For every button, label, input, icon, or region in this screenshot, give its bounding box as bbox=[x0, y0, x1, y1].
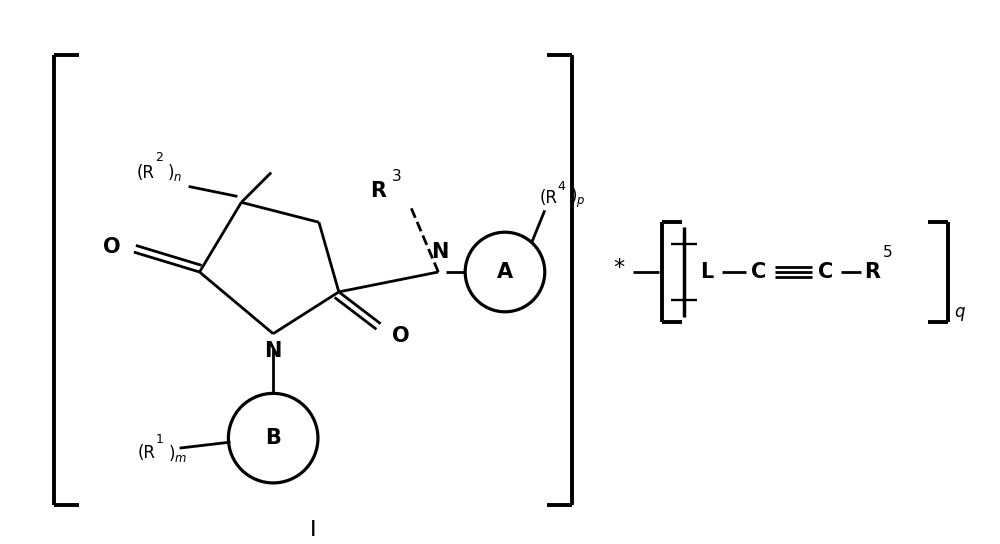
Text: B: B bbox=[265, 428, 281, 448]
Text: O: O bbox=[103, 237, 121, 257]
Text: N: N bbox=[264, 341, 282, 361]
Text: q: q bbox=[955, 303, 965, 321]
Text: 2: 2 bbox=[155, 151, 163, 164]
Text: (R: (R bbox=[540, 189, 558, 207]
Text: 3: 3 bbox=[392, 169, 401, 184]
Text: L: L bbox=[700, 262, 714, 282]
Text: O: O bbox=[392, 326, 409, 345]
Text: 4: 4 bbox=[558, 180, 566, 193]
Text: C: C bbox=[818, 262, 833, 282]
Text: C: C bbox=[751, 262, 766, 282]
Text: )$_n$: )$_n$ bbox=[167, 162, 182, 183]
Text: (R: (R bbox=[138, 444, 156, 462]
Text: N: N bbox=[432, 242, 449, 262]
Text: 5: 5 bbox=[883, 245, 893, 259]
Text: A: A bbox=[497, 262, 513, 282]
Text: 1: 1 bbox=[156, 432, 164, 446]
Text: R: R bbox=[864, 262, 880, 282]
Text: I: I bbox=[310, 520, 316, 540]
Text: R: R bbox=[371, 181, 387, 201]
Text: )$_p$: )$_p$ bbox=[570, 186, 585, 211]
Text: )$_m$: )$_m$ bbox=[168, 443, 187, 463]
Text: (R: (R bbox=[137, 164, 155, 182]
Text: *: * bbox=[614, 258, 625, 278]
